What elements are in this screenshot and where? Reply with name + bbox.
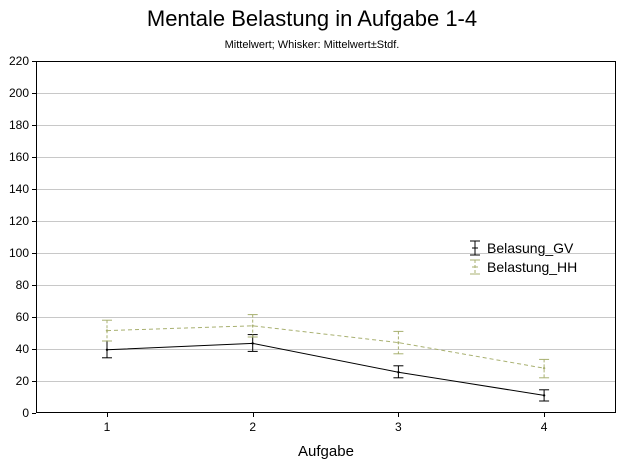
y-tick-label: 20 [16, 374, 30, 388]
error-bar [393, 365, 404, 379]
x-tick-label: 2 [249, 420, 256, 434]
error-bar [539, 358, 550, 379]
data-point [251, 342, 254, 345]
x-tick-label: 4 [541, 420, 548, 434]
x-axis-label: Aufgabe [298, 443, 354, 460]
x-tick-label: 3 [395, 420, 402, 434]
data-point [397, 341, 400, 344]
error-bar [393, 330, 404, 355]
y-tick-label: 200 [9, 86, 29, 100]
legend-label: Belasung_GV [487, 240, 574, 256]
legend-whisker-icon [470, 240, 480, 256]
data-series [102, 314, 550, 402]
axes: 0 20 40 60 80 100 120 140 160 180 200 220 1 2 3 4 [9, 54, 616, 434]
data-point [542, 394, 546, 397]
legend: Belasung_GV Belastung_HH [470, 240, 577, 275]
y-tick-label: 180 [9, 118, 29, 132]
chart-title: Mentale Belastung in Aufgabe 1-4 [146, 6, 478, 31]
data-point [397, 371, 400, 374]
data-point [251, 324, 254, 327]
legend-entry: Belastung_HH [470, 259, 577, 275]
legend-whisker-icon [470, 259, 480, 275]
plot-frame [36, 61, 616, 413]
y-tick-label: 40 [16, 342, 30, 356]
data-point [105, 348, 109, 351]
data-point [542, 367, 546, 370]
series-line [106, 325, 545, 369]
legend-label: Belastung_HH [487, 259, 577, 275]
chart-subtitle: Mittelwert; Whisker: Mittelwert±Stdf. [224, 39, 400, 51]
data-point [105, 329, 109, 332]
y-tick-label: 60 [16, 310, 30, 324]
error-bar [247, 314, 258, 338]
y-tick-label: 80 [16, 278, 30, 292]
error-bar [102, 319, 112, 342]
y-tick-label: 140 [9, 182, 29, 196]
y-tick-label: 100 [9, 246, 29, 260]
y-tick-label: 120 [9, 214, 29, 228]
grid-lines [36, 93, 616, 382]
y-tick-label: 160 [9, 150, 29, 164]
y-tick-label: 220 [9, 54, 29, 68]
error-bar [539, 389, 550, 402]
x-tick-label: 1 [104, 420, 111, 434]
y-tick-label: 0 [22, 406, 29, 420]
legend-entry: Belasung_GV [470, 240, 574, 256]
series-line [106, 342, 545, 396]
